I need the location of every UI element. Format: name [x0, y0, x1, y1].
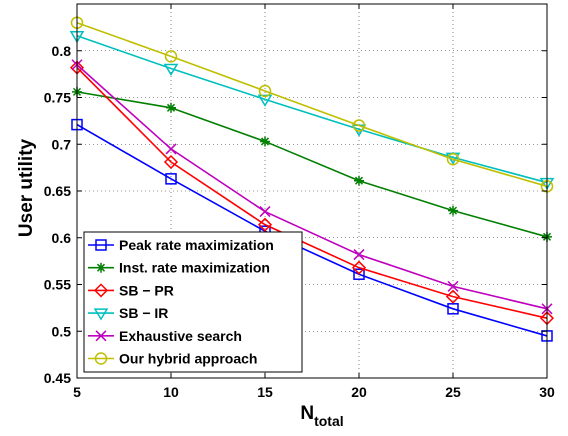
data-point — [445, 289, 461, 304]
legend-label: Peak rate maximization — [119, 237, 274, 253]
legend-label: SB − IR — [119, 305, 168, 321]
series-line — [76, 35, 548, 184]
data-point — [259, 206, 271, 218]
legend-marker — [93, 308, 109, 321]
data-point — [353, 268, 365, 280]
y-tick-label: 0.45 — [44, 370, 71, 386]
data-point — [260, 136, 270, 147]
x-tick-label: 25 — [445, 384, 461, 400]
data-point — [447, 303, 459, 315]
y-axis-label: User utility — [16, 138, 37, 237]
series-line — [76, 91, 548, 238]
series-line — [76, 123, 548, 337]
data-point — [165, 143, 177, 155]
legend-item: Inst. rate maximization — [88, 260, 270, 276]
legend-label: SB − PR — [119, 282, 174, 298]
x-axis-label-subscript: total — [314, 413, 344, 429]
data-point — [351, 260, 367, 275]
series-our-hybrid-approach — [70, 16, 554, 193]
data-point — [165, 173, 177, 185]
x-tick-label: 20 — [351, 384, 367, 400]
legend-marker — [95, 330, 107, 342]
legend-item: Exhaustive search — [88, 328, 242, 344]
legend-marker — [94, 352, 108, 365]
legend-item: Peak rate maximization — [88, 237, 274, 253]
legend-box — [83, 231, 303, 373]
axis-ticks: 5 10 15 20 25 30 0.45 0.5 0.55 0.6 0.65 0.7 0.75 0.8 — [44, 4, 555, 400]
y-tick-label: 0.7 — [52, 136, 72, 152]
legend-label: Exhaustive search — [119, 328, 242, 344]
series-line — [76, 64, 548, 310]
data-point — [163, 154, 179, 170]
y-tick-label: 0.8 — [52, 43, 72, 59]
data-point — [164, 50, 178, 63]
data-point — [354, 175, 364, 186]
series-layer — [69, 16, 555, 342]
data-point — [163, 63, 179, 76]
y-tick-label: 0.65 — [44, 183, 71, 199]
x-axis-label-main: N — [300, 403, 314, 424]
data-point — [447, 280, 459, 292]
y-tick-label: 0.6 — [52, 230, 72, 246]
data-point — [257, 217, 273, 232]
x-tick-label: 15 — [257, 384, 273, 400]
x-tick-label: 5 — [73, 384, 81, 400]
data-point — [257, 94, 273, 107]
data-point — [448, 205, 458, 216]
y-tick-label: 0.75 — [44, 90, 71, 106]
data-point — [446, 152, 460, 166]
series-line — [76, 21, 548, 188]
y-tick-label: 0.5 — [52, 323, 72, 339]
x-tick-label: 10 — [163, 384, 179, 400]
data-point — [353, 249, 365, 261]
legend-item: SB − IR — [88, 305, 168, 321]
series-sb-ir — [69, 31, 555, 191]
legend-item: SB − PR — [88, 282, 174, 298]
legend-marker — [96, 262, 106, 273]
legend-label: Our hybrid approach — [119, 351, 257, 367]
data-point — [352, 119, 366, 132]
y-tick-label: 0.55 — [44, 277, 71, 293]
legend-item: Our hybrid approach — [88, 351, 257, 367]
legend-label: Inst. rate maximization — [119, 260, 270, 276]
legend: Peak rate maximization Inst. rate maximiz… — [83, 231, 303, 373]
x-axis-label: Ntotal — [300, 403, 343, 429]
data-point — [166, 102, 176, 113]
legend-marker — [95, 239, 107, 251]
series-line — [76, 67, 548, 319]
legend-marker — [93, 283, 109, 298]
x-tick-label: 30 — [539, 384, 555, 400]
data-point — [258, 84, 272, 98]
